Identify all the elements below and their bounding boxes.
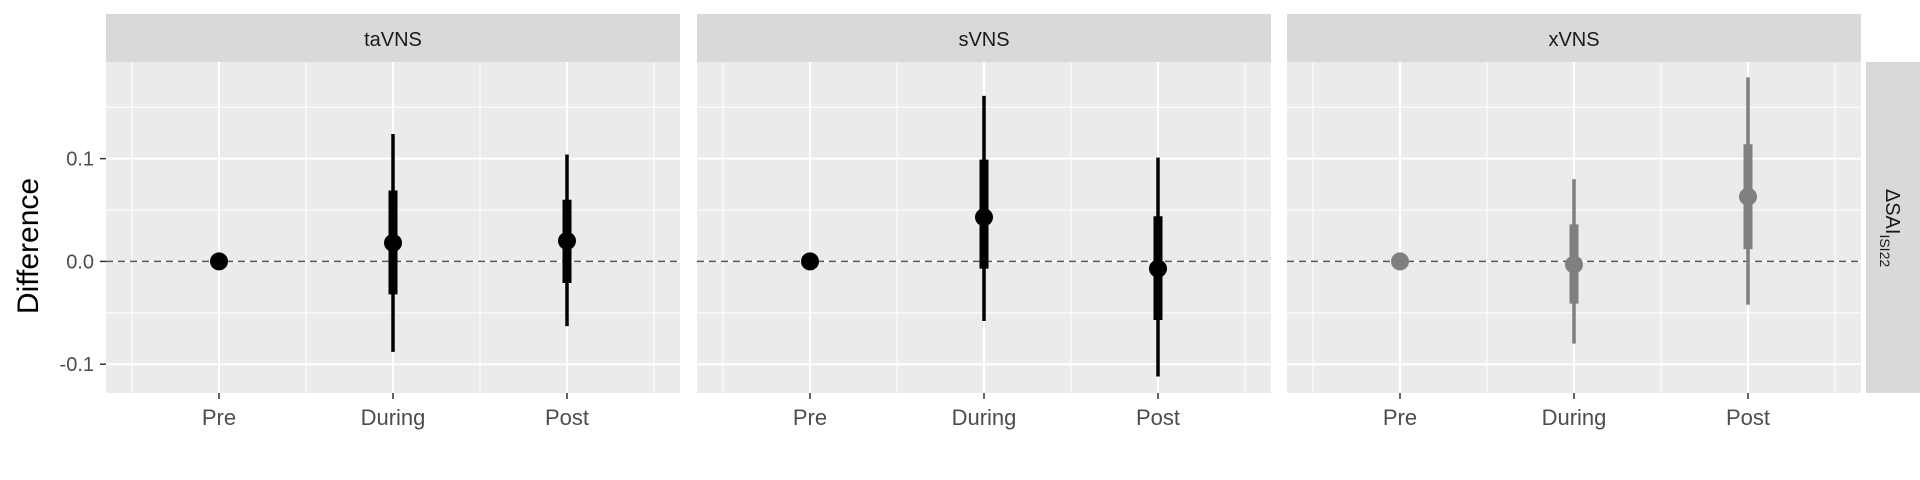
panel-svns: sVNS Pre During Post [697, 14, 1271, 430]
point-estimate [558, 231, 576, 250]
x-tick-label: Post [1136, 405, 1180, 430]
point-estimate [210, 252, 228, 271]
point-estimate [1739, 187, 1757, 206]
panel-title: xVNS [1548, 29, 1599, 51]
row-strip-background [1866, 62, 1920, 393]
y-tick-label: 0.0 [66, 251, 94, 273]
point-estimate [384, 233, 402, 252]
point-estimate [975, 208, 993, 227]
panels: taVNS Pre During Post sVNS Pre During Post xVNS P… [60, 14, 1861, 430]
panel-title: taVNS [364, 29, 422, 51]
x-tick-label: During [361, 405, 426, 430]
x-tick-label: During [952, 405, 1017, 430]
point-estimate [1565, 255, 1583, 274]
point-estimate [1391, 252, 1409, 271]
x-tick-label: Pre [793, 405, 827, 430]
panel-strip [697, 14, 1271, 62]
panel-strip [1287, 14, 1861, 62]
panel-xvns: xVNS Pre During Post [1287, 14, 1861, 430]
panel-title: sVNS [958, 29, 1009, 51]
y-tick-label: 0.1 [66, 149, 94, 171]
y-axis-label: Difference [12, 178, 45, 314]
row-strip-sub: ISI22 [1877, 234, 1893, 267]
x-tick-label: Post [1726, 405, 1770, 430]
point-estimate [1149, 259, 1167, 278]
y-axis: 0.1 0.0 -0.1 [60, 149, 106, 376]
point-estimate [801, 252, 819, 271]
y-tick-label: -0.1 [60, 354, 94, 376]
x-tick-label: During [1542, 405, 1607, 430]
row-strip-label: ΔSAIISI22 [1877, 189, 1903, 268]
panel-tavns: taVNS Pre During Post [106, 14, 680, 430]
row-strip-main: ΔSAI [1881, 189, 1903, 235]
x-tick-label: Pre [1383, 405, 1417, 430]
row-strip: ΔSAIISI22 [1866, 62, 1920, 393]
panel-strip [106, 14, 680, 62]
x-tick-label: Pre [202, 405, 236, 430]
x-tick-label: Post [545, 405, 589, 430]
